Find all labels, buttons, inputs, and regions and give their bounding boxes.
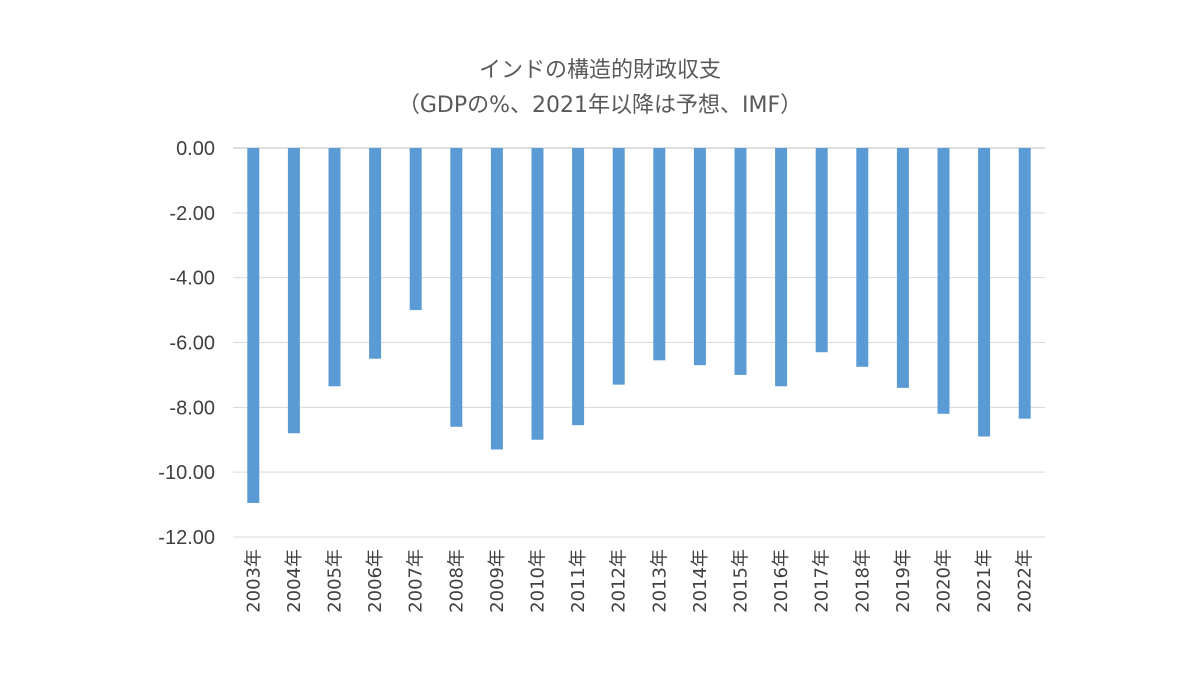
bar xyxy=(775,148,788,387)
x-tick-label: 2017年 xyxy=(812,549,833,613)
x-tick-label: 2018年 xyxy=(852,549,873,613)
x-tick-label: 2011年 xyxy=(568,549,589,613)
x-tick-label: 2012年 xyxy=(609,549,630,613)
x-tick-label: 2007年 xyxy=(406,549,427,613)
x-tick-label: 2019年 xyxy=(893,549,914,613)
bar xyxy=(369,148,382,359)
y-tick-label: -2.00 xyxy=(169,203,215,225)
x-tick-label: 2016年 xyxy=(771,549,792,613)
bar xyxy=(247,148,260,503)
gridlines xyxy=(233,147,1045,538)
y-axis: 0.00 -2.00 -4.00 -6.00 -8.00 -10.00 -12.00 xyxy=(158,138,215,549)
x-tick-label: 2013年 xyxy=(649,549,670,613)
bar xyxy=(490,148,503,450)
bar xyxy=(734,148,747,375)
bars xyxy=(247,148,1031,503)
x-tick-label: 2008年 xyxy=(446,549,467,613)
bar xyxy=(409,148,422,311)
y-tick-label: -4.00 xyxy=(169,268,215,290)
bar xyxy=(937,148,950,414)
x-tick-label: 2015年 xyxy=(731,549,752,613)
x-tick-label: 2009年 xyxy=(487,549,508,613)
chart-subtitle: （GDPの%、2021年以降は予想、IMF） xyxy=(398,93,802,118)
y-tick-label: -8.00 xyxy=(169,397,215,419)
bar xyxy=(612,148,625,385)
x-tick-label: 2021年 xyxy=(974,549,995,613)
y-tick-label: -10.00 xyxy=(158,462,215,484)
bar xyxy=(531,148,544,440)
bar xyxy=(287,148,300,434)
x-axis: 2003年 2004年 2005年 2006年 2007年 2008年 2009年 2010年… xyxy=(243,549,1035,613)
x-tick-label: 2010年 xyxy=(528,549,549,613)
x-tick-label: 2020年 xyxy=(934,549,955,613)
x-tick-label: 2003年 xyxy=(243,549,264,613)
bar xyxy=(1018,148,1031,419)
x-tick-label: 2022年 xyxy=(1015,549,1036,613)
bar xyxy=(856,148,869,367)
bar xyxy=(328,148,341,387)
bar xyxy=(572,148,585,426)
chart-title: インドの構造的財政収支 xyxy=(479,58,721,83)
bar xyxy=(896,148,909,388)
bar xyxy=(693,148,706,366)
y-tick-label: -6.00 xyxy=(169,333,215,355)
bar xyxy=(815,148,828,353)
x-tick-label: 2005年 xyxy=(325,549,346,613)
x-tick-label: 2004年 xyxy=(284,549,305,613)
bar xyxy=(978,148,991,437)
x-tick-label: 2014年 xyxy=(690,549,711,613)
x-tick-label: 2006年 xyxy=(365,549,386,613)
bar xyxy=(450,148,463,427)
bar xyxy=(653,148,666,361)
y-tick-label: -12.00 xyxy=(158,527,215,549)
y-tick-label: 0.00 xyxy=(176,138,215,160)
